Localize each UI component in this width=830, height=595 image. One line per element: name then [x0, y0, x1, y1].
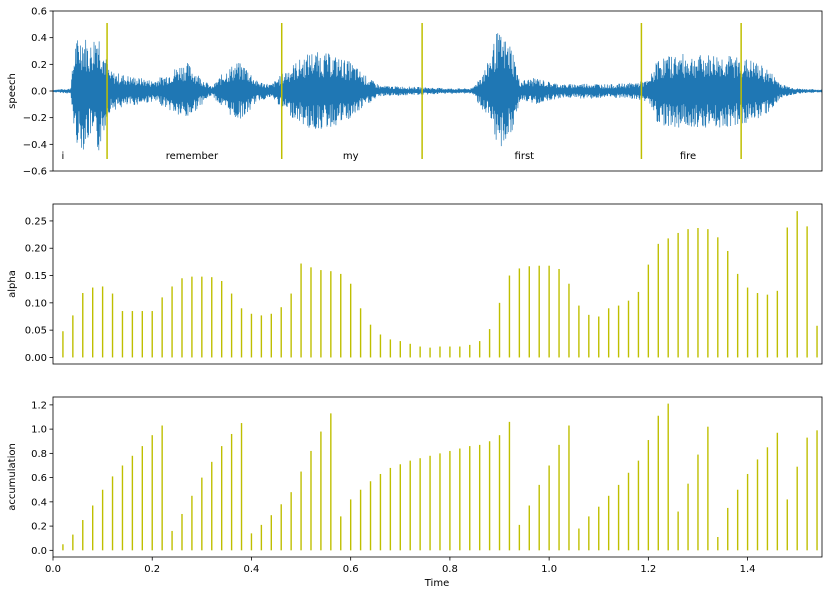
y-tick-label: 0.6 — [31, 7, 47, 18]
y-tick-label: 0.10 — [25, 298, 47, 309]
alpha-axes-frame — [52, 203, 823, 365]
word-label: i — [62, 151, 65, 162]
accumulation-ylabel: accumulation — [7, 443, 18, 511]
y-tick-label: 0.6 — [31, 473, 47, 484]
accumulation-axes-frame — [52, 396, 823, 558]
y-tick-label: 0.20 — [25, 244, 47, 255]
x-tick-label: 0.6 — [343, 564, 359, 575]
x-tick-label: 1.2 — [640, 564, 656, 575]
alpha-y-ticks: 0.00 0.05 0.10 0.15 0.20 0.25 — [25, 216, 53, 364]
y-tick-label: 0.00 — [25, 353, 47, 364]
word-label: first — [515, 151, 535, 162]
word-label: remember — [166, 151, 219, 162]
time-xlabel: Time — [424, 578, 449, 589]
alpha-panel: 0.00 0.05 0.10 0.15 0.20 0.25 alpha — [7, 203, 823, 365]
accumulation-stems — [62, 403, 818, 551]
y-tick-label: 1.0 — [31, 425, 47, 436]
y-tick-label: 0.0 — [31, 87, 47, 98]
word-label: fire — [680, 151, 696, 162]
speech-y-ticks: −0.6 −0.4 −0.2 0.0 0.2 0.4 0.6 — [23, 7, 53, 178]
accumulation-y-ticks: 0.0 0.2 0.4 0.6 0.8 1.0 1.2 — [31, 400, 53, 557]
x-tick-label: 1.4 — [740, 564, 756, 575]
alpha-ylabel: alpha — [7, 270, 18, 298]
x-tick-label: 0.4 — [243, 564, 259, 575]
y-tick-label: 0.4 — [31, 497, 47, 508]
y-tick-label: 0.2 — [31, 60, 47, 71]
word-label: my — [343, 151, 359, 162]
y-tick-label: 0.2 — [31, 522, 47, 533]
word-boundaries — [106, 23, 742, 159]
accumulation-panel: 0.0 0.2 0.4 0.6 0.8 1.0 1.2 0.0 0.2 0.4 0.6 0.8 1.0… — [7, 396, 823, 589]
y-tick-label: 0.25 — [25, 216, 47, 227]
alpha-stems — [62, 211, 818, 358]
x-tick-label: 0.8 — [442, 564, 458, 575]
y-tick-label: 0.05 — [25, 326, 47, 337]
word-labels: i remember my first fire — [62, 151, 697, 162]
y-tick-label: 0.0 — [31, 546, 47, 557]
y-tick-label: −0.2 — [23, 113, 47, 124]
y-tick-label: 0.15 — [25, 271, 47, 282]
y-tick-label: −0.4 — [23, 140, 47, 151]
x-tick-label: 0.0 — [45, 564, 61, 575]
y-tick-label: 0.8 — [31, 449, 47, 460]
time-x-ticks: 0.0 0.2 0.4 0.6 0.8 1.0 1.2 1.4 — [45, 557, 756, 575]
x-tick-label: 1.0 — [541, 564, 557, 575]
speech-plot-area — [53, 33, 822, 151]
speech-ylabel: speech — [7, 73, 18, 109]
y-tick-label: 1.2 — [31, 400, 47, 411]
y-tick-label: 0.4 — [31, 33, 47, 44]
x-tick-label: 0.2 — [144, 564, 160, 575]
speech-waveform-line — [53, 33, 822, 151]
y-tick-label: −0.6 — [23, 167, 47, 178]
speech-panel: i remember my first fire −0.6 −0.4 −0.2 0.0 0.2 0… — [7, 7, 823, 178]
